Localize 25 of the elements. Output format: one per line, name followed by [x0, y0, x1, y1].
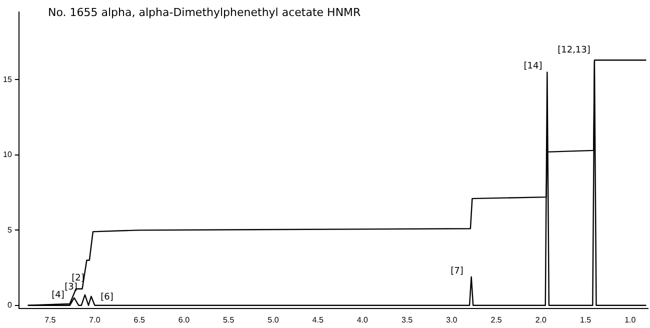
x-tick-label: 2.5	[490, 315, 502, 324]
annotation: [12,13]	[558, 45, 590, 56]
x-tick-label: 3.5	[402, 315, 414, 324]
x-tick-label: 5.5	[223, 315, 235, 324]
x-tick-label: 2.0	[535, 315, 548, 324]
annotation: [6]	[100, 292, 114, 302]
y-tick-label: 0	[7, 300, 12, 310]
annotation: [4]	[52, 290, 64, 300]
annotation: [3]	[64, 282, 78, 292]
x-tick-label: 3.0	[446, 315, 458, 324]
y-tick-label: 15	[2, 74, 12, 84]
annotation: [14]	[524, 61, 542, 72]
x-tick-label: 5.0	[268, 315, 280, 324]
x-tick-label: 7.0	[89, 315, 101, 324]
x-tick-label: 6.0	[178, 315, 190, 324]
x-tick-label: 4.0	[356, 315, 369, 324]
x-tick-label: 6.5	[134, 315, 146, 324]
y-tick-label: 5	[7, 225, 12, 234]
x-tick-label: 4.5	[312, 315, 324, 324]
x-tick-label: 1.0	[624, 315, 636, 324]
annotation: [7]	[450, 266, 464, 276]
x-tick-label: 1.5	[580, 315, 592, 324]
y-tick-label: 10	[2, 150, 12, 160]
chart-title: No. 1655 alpha, alpha-Dimethylphenethyl acetate HNMR	[48, 6, 361, 19]
x-tick-label: 7.5	[44, 315, 56, 324]
